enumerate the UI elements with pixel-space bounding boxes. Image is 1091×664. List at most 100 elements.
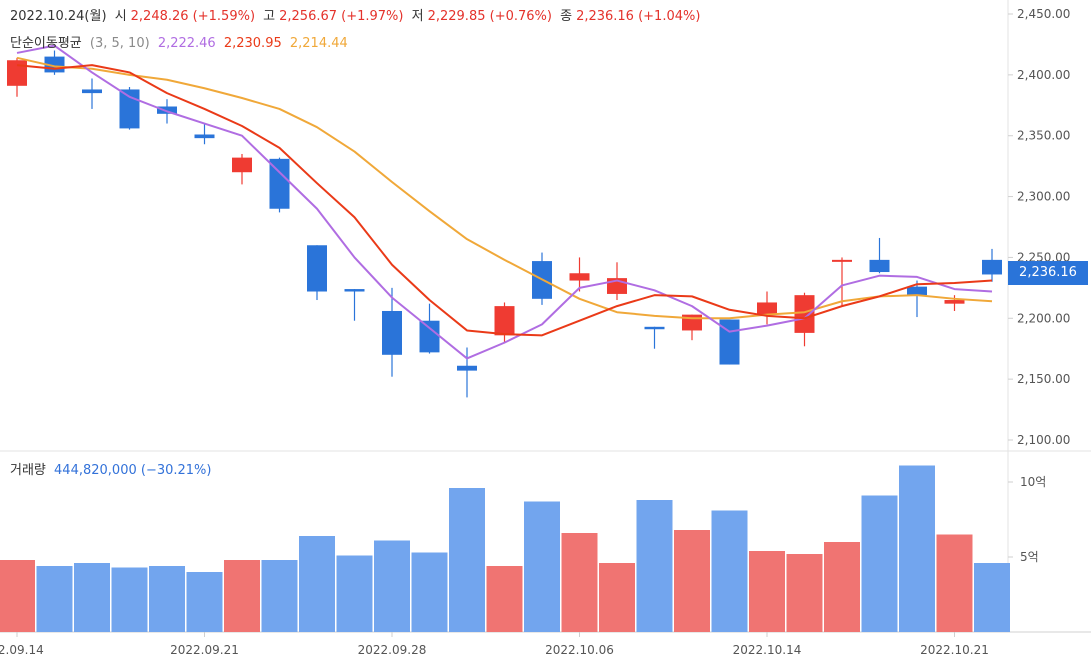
candlestick[interactable] (382, 287, 402, 377)
candlestick[interactable] (644, 326, 665, 349)
volume-bar[interactable] (749, 551, 785, 632)
y-tick-label: 2,400.00 (1017, 68, 1070, 82)
candlestick[interactable] (757, 291, 777, 325)
y-tick-label: 2,150.00 (1017, 372, 1070, 386)
high-value: 2,256.67 (+1.97%) (279, 9, 404, 24)
candle-body (944, 300, 965, 304)
open-label: 시 (114, 9, 127, 24)
candlestick[interactable] (869, 237, 890, 274)
volume-bar[interactable] (636, 500, 673, 632)
volume-bar[interactable] (111, 567, 148, 633)
low-value: 2,229.85 (+0.76%) (427, 9, 552, 24)
candlestick[interactable] (307, 245, 327, 301)
candlestick[interactable] (82, 78, 102, 109)
candlestick[interactable] (269, 157, 290, 213)
ma10-line (16, 56, 993, 320)
y-tick-label: 2,300.00 (1017, 190, 1070, 204)
candlestick[interactable] (907, 280, 927, 318)
y-tick-label: 2,200.00 (1017, 311, 1070, 325)
volume-bar[interactable] (524, 501, 560, 633)
candle-body (757, 302, 777, 315)
header-date: 2022.10.24(월) (10, 9, 107, 24)
volume-bar[interactable] (0, 560, 35, 632)
close-label: 종 (560, 9, 573, 24)
ma3-value: 2,230.95 (223, 36, 282, 51)
candlestick[interactable] (344, 289, 365, 321)
volume-bar[interactable] (711, 510, 748, 633)
ma5-value: 2,222.46 (157, 36, 216, 51)
y-tick-label: 2,250.00 (1017, 250, 1070, 264)
volume-bar[interactable] (824, 542, 860, 632)
ma5-line (16, 44, 993, 360)
candlestick[interactable] (44, 50, 65, 75)
volume-tick-label: 10억 (1020, 475, 1046, 489)
ma10-value: 2,214.44 (289, 36, 348, 51)
candle-body (82, 89, 102, 94)
open-value: 2,248.26 (+1.59%) (130, 9, 256, 24)
candle-body (232, 157, 252, 173)
volume-bar[interactable] (299, 536, 335, 632)
candle-body (982, 259, 1002, 275)
candle-body (457, 365, 477, 371)
x-tick-label: 2022.10.14 (733, 643, 802, 657)
y-tick-label: 2,100.00 (1017, 433, 1070, 447)
volume-bar[interactable] (261, 560, 298, 632)
candle-body (157, 106, 177, 114)
candle-body (869, 259, 890, 273)
volume-bar[interactable] (861, 495, 898, 633)
candle-body (832, 259, 852, 262)
y-tick-label: 2,350.00 (1017, 129, 1070, 143)
candlestick[interactable] (944, 295, 965, 311)
y-tick-label: 2,450.00 (1017, 7, 1070, 21)
candle-body (344, 289, 365, 292)
candlestick[interactable] (494, 302, 515, 343)
candle-body (7, 60, 27, 86)
x-tick-label: 2022.10.06 (545, 643, 614, 657)
volume-bar[interactable] (186, 572, 223, 632)
high-label: 고 (263, 9, 276, 24)
candlestick[interactable] (7, 57, 27, 97)
candlestick[interactable] (982, 248, 1002, 282)
ma-label: 단순이동평균 (10, 36, 82, 51)
candlestick[interactable] (119, 87, 140, 130)
volume-bar[interactable] (899, 465, 935, 633)
volume-bar[interactable] (599, 563, 635, 632)
candle-body (382, 310, 402, 355)
candlestick[interactable] (232, 153, 252, 185)
candle-body (569, 273, 590, 281)
x-tick-label: 2022.09.28 (358, 643, 427, 657)
volume-bar[interactable] (486, 566, 523, 632)
candlestick[interactable] (794, 292, 815, 347)
volume-bar[interactable] (374, 540, 410, 633)
candlestick[interactable] (832, 257, 852, 307)
ma-params: (3, 5, 10) (89, 36, 150, 51)
candlestick[interactable] (457, 347, 477, 398)
volume-bar[interactable] (936, 534, 973, 633)
x-tick-label: 2022.09.21 (170, 643, 239, 657)
candle-body (307, 245, 327, 292)
candle-body (494, 306, 515, 336)
volume-bar[interactable] (674, 530, 710, 632)
volume-bar[interactable] (974, 563, 1010, 632)
volume-bar[interactable] (561, 533, 598, 632)
candle-body (644, 326, 665, 330)
candlestick[interactable] (569, 257, 590, 292)
volume-bar[interactable] (74, 563, 110, 632)
candle-body (907, 286, 927, 296)
volume-bar[interactable] (36, 566, 73, 632)
candle-body (419, 320, 440, 353)
candle-body (269, 158, 290, 209)
volume-label: 거래량 (10, 463, 46, 478)
volume-header: 거래량 444,820,000 (−30.21%) (10, 459, 215, 478)
volume-bar[interactable] (411, 552, 448, 633)
current-price-tag: 2,236.16 (1008, 261, 1088, 285)
volume-bar[interactable] (786, 554, 823, 632)
volume-bar[interactable] (336, 555, 373, 633)
candle-body (119, 89, 140, 129)
volume-bar[interactable] (449, 488, 485, 632)
candle-body (794, 295, 815, 333)
volume-bar[interactable] (149, 566, 185, 632)
volume-bar[interactable] (224, 560, 260, 632)
candlestick[interactable] (194, 123, 215, 145)
